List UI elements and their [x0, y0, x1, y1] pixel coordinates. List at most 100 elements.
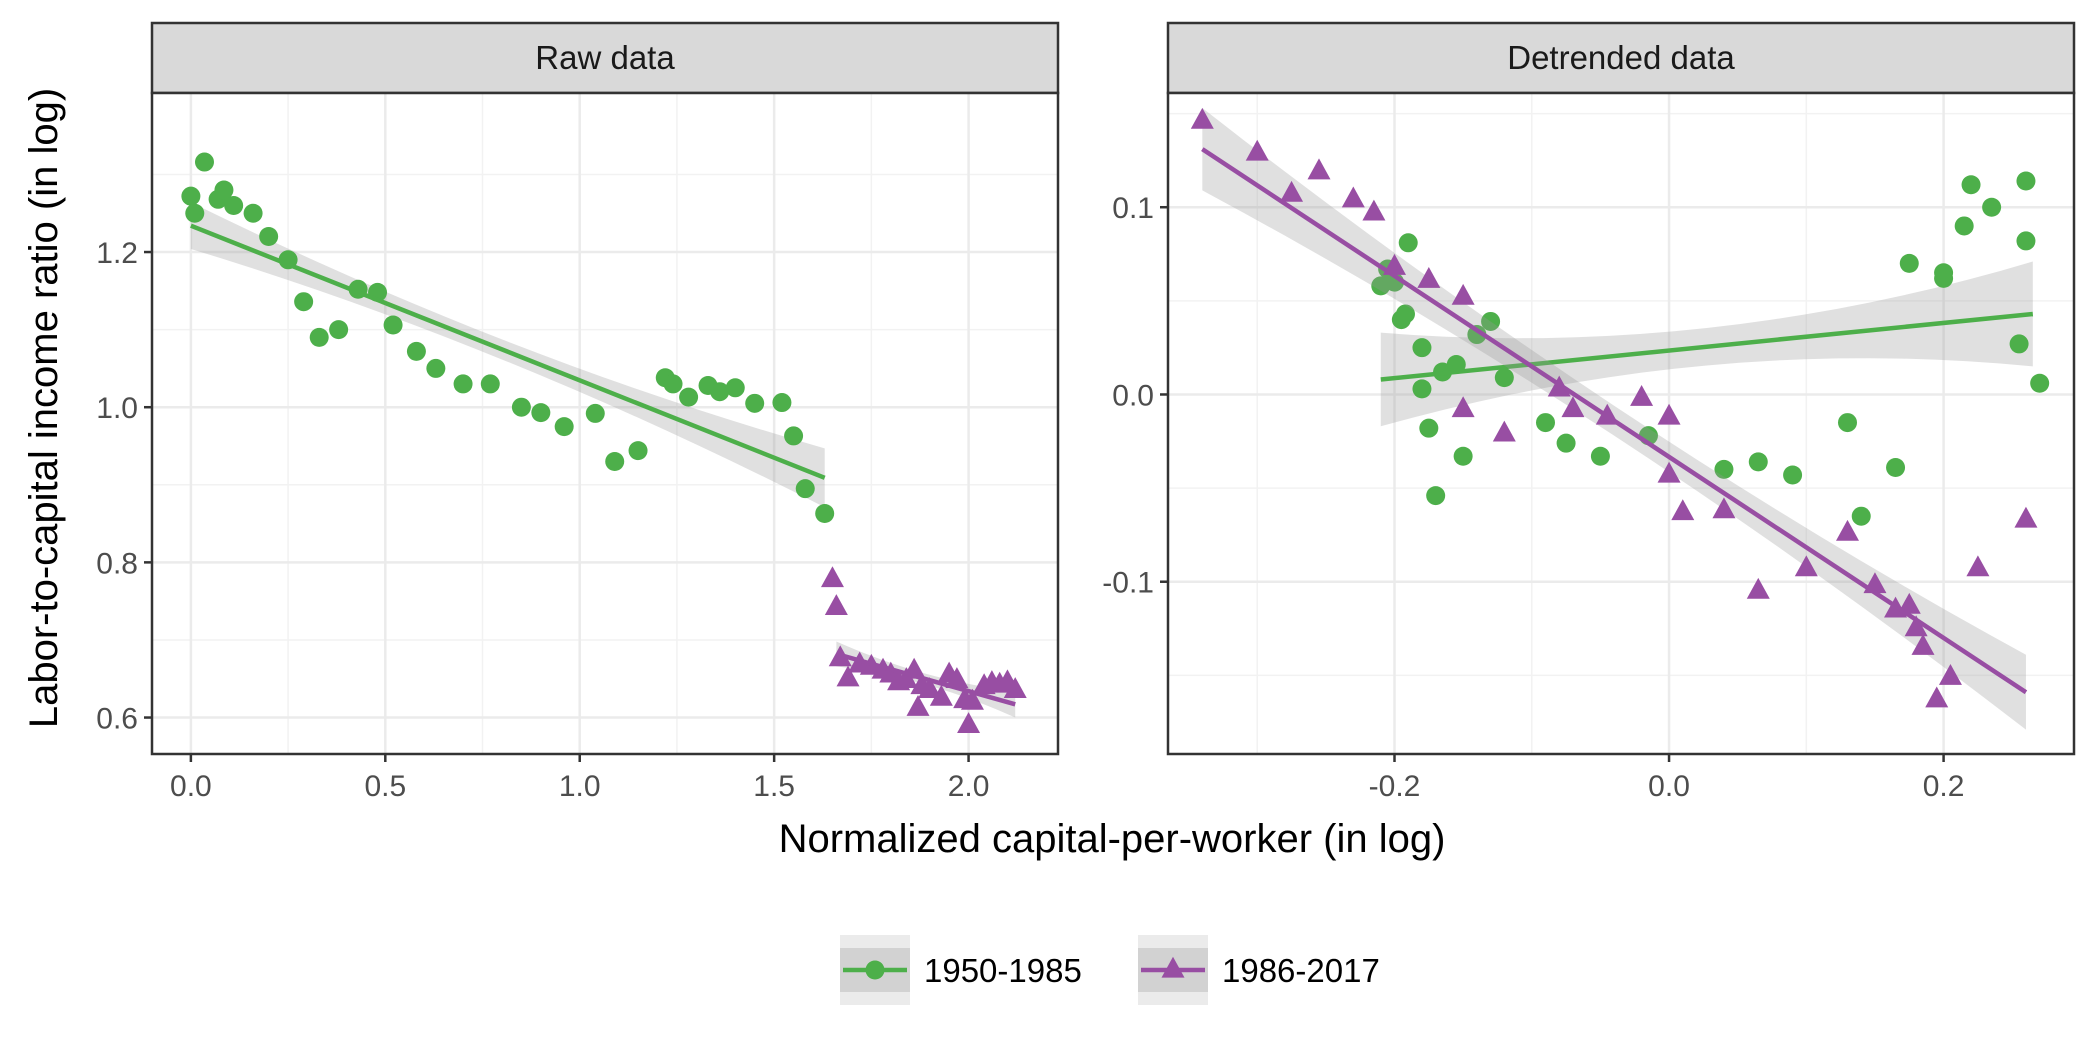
gridlines — [1168, 93, 2074, 754]
data-point — [531, 403, 551, 423]
data-point — [2030, 373, 2050, 393]
data-point — [1362, 199, 1386, 221]
data-point — [406, 341, 426, 361]
plot-area — [1190, 107, 2050, 730]
data-point — [1938, 664, 1962, 685]
legend-label: 1950-1985 — [924, 952, 1082, 989]
data-point — [945, 667, 969, 688]
legend: 1950-1985 1986-2017 — [840, 935, 1380, 1005]
data-point — [795, 479, 815, 499]
y-tick-label: 0.1 — [1112, 192, 1154, 225]
data-point — [745, 393, 765, 413]
data-point — [820, 566, 844, 588]
data-point — [1630, 384, 1654, 406]
x-tick-label: 1.5 — [753, 770, 795, 803]
x-tick-label: -0.2 — [1369, 770, 1421, 803]
data-point — [628, 441, 648, 461]
data-point — [1467, 325, 1487, 345]
data-point — [906, 695, 930, 716]
data-point — [194, 152, 214, 172]
data-point — [2014, 506, 2038, 528]
data-point — [605, 452, 625, 472]
y-axis-title: Labor-to-capital income ratio (in log) — [22, 88, 66, 728]
series-1950-1985 — [1371, 171, 2050, 526]
data-point — [679, 387, 699, 407]
data-point — [960, 688, 984, 710]
data-point — [1851, 506, 1871, 526]
data-point — [1897, 592, 1921, 614]
data-point — [1417, 267, 1441, 288]
data-point — [1838, 413, 1857, 433]
facet-strip-label: Detrended data — [1507, 39, 1735, 76]
data-point — [309, 327, 329, 347]
data-point — [426, 358, 446, 378]
data-point — [383, 315, 403, 335]
panel-border — [150, 91, 1060, 756]
data-point — [1556, 433, 1576, 453]
data-point — [1245, 139, 1269, 161]
data-point — [1451, 283, 1475, 305]
data-point — [1714, 459, 1734, 479]
data-point — [1426, 486, 1446, 506]
legend-item-1950-1985: 1950-1985 — [840, 935, 1082, 1005]
data-point — [554, 417, 574, 437]
data-point — [1003, 677, 1027, 699]
y-tick-label: -0.1 — [1102, 567, 1154, 600]
series-1950-1985 — [181, 152, 835, 523]
y-tick-label: 0.8 — [96, 547, 138, 580]
data-point — [259, 227, 279, 247]
data-point — [1911, 634, 1935, 655]
data-point — [1794, 555, 1818, 577]
data-point — [1748, 452, 1768, 472]
data-point — [1190, 107, 1214, 129]
data-point — [1982, 197, 2002, 217]
data-point — [453, 374, 473, 394]
confidence-band — [190, 202, 825, 508]
data-point — [2016, 171, 2036, 191]
panel-background — [152, 93, 1058, 754]
data-point — [1671, 499, 1695, 521]
legend-label: 1986-2017 — [1222, 952, 1380, 989]
data-point — [824, 594, 848, 616]
data-point — [1412, 379, 1432, 399]
x-axis-title: Normalized capital-per-worker (in log) — [779, 817, 1446, 861]
data-point — [1481, 311, 1501, 331]
x-tick-label: 0.2 — [1923, 770, 1965, 803]
data-point — [181, 186, 201, 206]
facet-strip — [150, 21, 1060, 95]
facet-strip-label: Raw data — [535, 39, 675, 76]
data-point — [243, 203, 263, 223]
data-point — [1398, 233, 1418, 253]
data-point — [1590, 446, 1610, 466]
fit-line — [190, 223, 826, 480]
data-point — [1419, 418, 1439, 438]
data-point — [784, 426, 804, 446]
facet-strip — [1166, 21, 2076, 95]
legend-item-1986-2017: 1986-2017 — [1138, 935, 1380, 1005]
data-point — [1561, 396, 1585, 418]
x-tick-label: 0.0 — [1648, 770, 1690, 803]
panel-border — [1166, 91, 2076, 756]
data-point — [224, 195, 244, 215]
data-point — [1966, 555, 1990, 577]
confidence-band — [1380, 261, 2033, 427]
data-point — [2009, 334, 2029, 354]
series-1986-2017 — [820, 566, 1027, 733]
data-point — [1746, 577, 1770, 599]
data-point — [1712, 497, 1736, 519]
data-point — [1395, 304, 1415, 324]
panels: Raw data 0.0 0.5 1.0 1.5 2.0 0.6 0.8 1.0 1.2 Detre… — [96, 21, 2076, 803]
gridlines — [152, 93, 1058, 754]
fit-line — [835, 651, 1016, 707]
data-point — [1954, 216, 1974, 236]
legend-key-marker — [1161, 956, 1185, 978]
data-point — [511, 397, 531, 417]
plot-area — [181, 152, 1027, 733]
data-point — [185, 203, 205, 223]
data-point — [929, 684, 953, 706]
data-point — [585, 403, 605, 423]
data-point — [480, 374, 500, 394]
data-point — [1412, 338, 1432, 358]
data-point — [1925, 686, 1949, 708]
